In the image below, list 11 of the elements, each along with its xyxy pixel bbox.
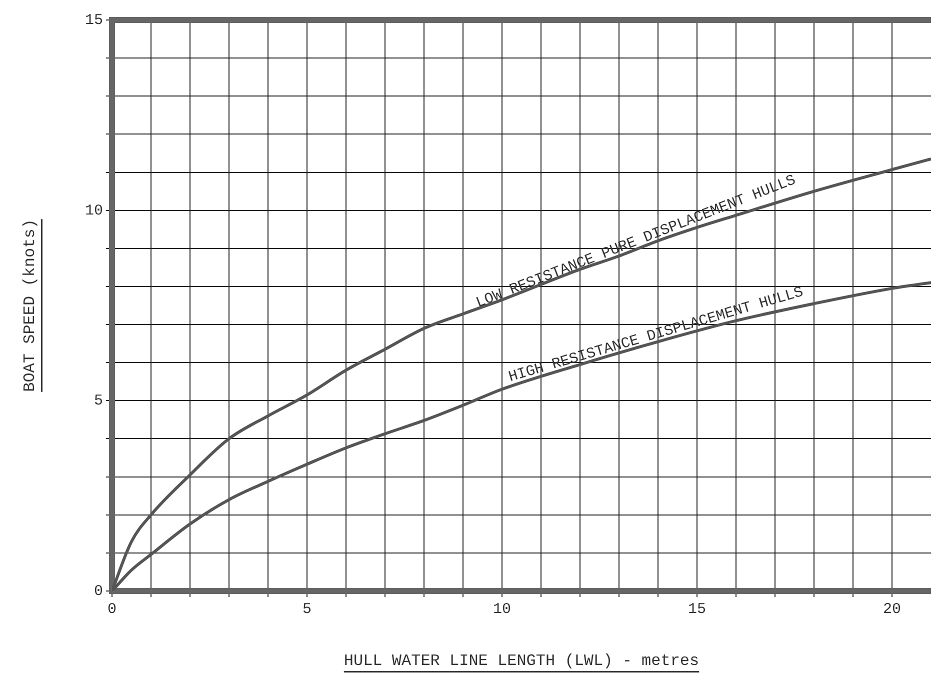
y-tick-label: 5	[94, 392, 103, 410]
x-tick-label: 10	[492, 600, 512, 618]
y-axis-title: BOAT SPEED (knots)	[21, 219, 40, 392]
x-tick-label: 15	[688, 600, 706, 618]
y-tick-label: 15	[84, 12, 103, 29]
x-tick-label: 5	[302, 600, 312, 618]
x-tick-label: 20	[882, 600, 902, 618]
y-tick-label: 0	[94, 582, 103, 600]
y-tick-label: 10	[84, 202, 103, 220]
x-axis-title: HULL WATER LINE LENGTH (LWL) - metres	[344, 652, 700, 670]
x-tick-label: 0	[107, 600, 117, 618]
